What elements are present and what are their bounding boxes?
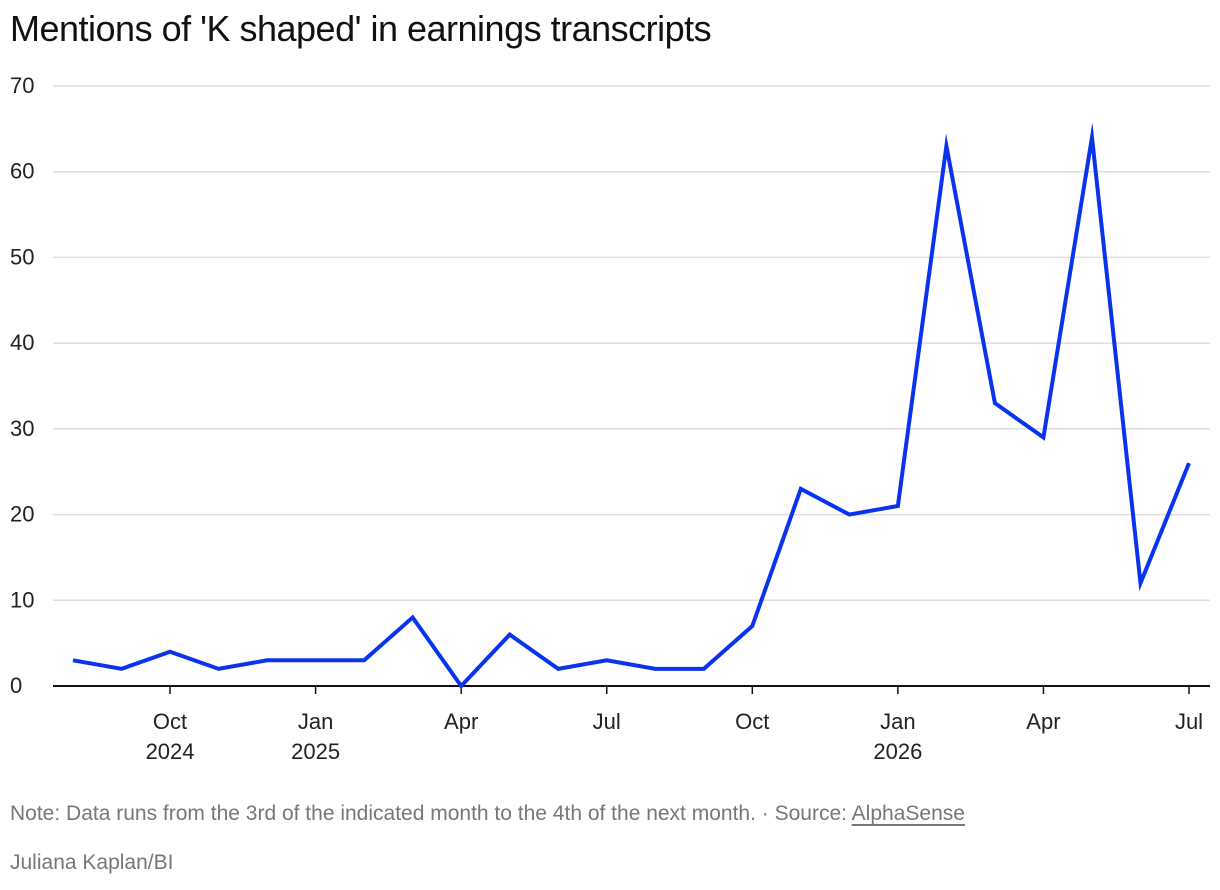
- x-tick-label: Jan: [880, 709, 915, 734]
- y-tick-label: 50: [10, 244, 34, 269]
- y-tick-label: 70: [10, 73, 34, 98]
- footer-note: Note: Data runs from the 3rd of the indi…: [10, 802, 965, 826]
- y-tick-label: 40: [10, 330, 34, 355]
- y-tick-label: 0: [10, 673, 22, 698]
- source-prefix: Source:: [774, 802, 852, 825]
- gridlines: [53, 85, 1210, 602]
- x-axis-ticks: Oct 2024 Jan 2025 Apr Jul Oct Jan 2026 Apr Jul: [146, 686, 1203, 764]
- x-tick-label: Oct: [153, 709, 187, 734]
- x-tick-label: Jul: [593, 709, 621, 734]
- y-tick-label: 20: [10, 502, 34, 527]
- x-tick-label: Apr: [444, 709, 478, 734]
- separator: ·: [755, 802, 775, 825]
- note-text: Note: Data runs from the 3rd of the indi…: [10, 802, 756, 825]
- x-tick-year-label: 2024: [146, 739, 195, 764]
- x-tick-label: Oct: [735, 709, 769, 734]
- y-tick-label: 10: [10, 587, 34, 612]
- x-tick-year-label: 2026: [873, 739, 922, 764]
- x-tick-label: Apr: [1026, 709, 1060, 734]
- y-tick-label: 60: [10, 159, 34, 184]
- series-layer: [72, 122, 1191, 690]
- x-tick-year-label: 2025: [291, 739, 340, 764]
- y-tick-label: 30: [10, 416, 34, 441]
- chart-title: Mentions of 'K shaped' in earnings trans…: [10, 8, 712, 49]
- x-tick-label: Jul: [1175, 709, 1203, 734]
- y-axis-ticks: 0 10 20 30 40 50 60 70: [10, 73, 34, 698]
- line-chart: 0 10 20 30 40 50 60 70 Oct 2024 Jan 2025 Apr Jul Oct J…: [10, 73, 1210, 764]
- source-link[interactable]: AlphaSense: [851, 802, 965, 825]
- series-line: [72, 122, 1191, 690]
- x-tick-label: Jan: [298, 709, 333, 734]
- footer-credit: Juliana Kaplan/BI: [10, 851, 174, 874]
